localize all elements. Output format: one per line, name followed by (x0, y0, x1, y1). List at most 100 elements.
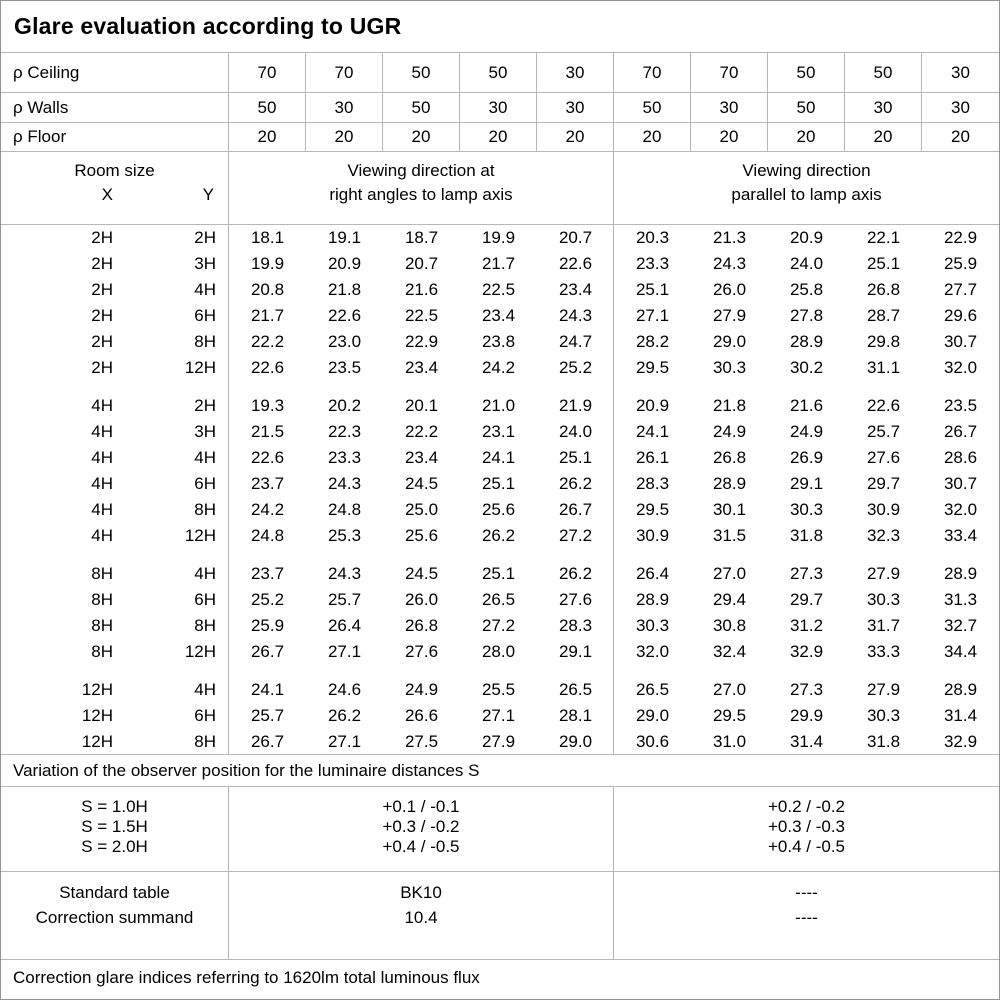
standard-table-value-parallel: ---- (795, 883, 818, 902)
reflectance-value: 20 (845, 123, 922, 151)
ugr-value-cell: 25.9 (943, 254, 978, 273)
ugr-value-cell: 22.9 (404, 332, 439, 351)
ugr-row: 2H 2H 18.1 19.1 18.7 19.9 20.7 20.3 21.3 20.9 22… (1, 225, 999, 251)
ugr-value-cell: 26.2 (481, 526, 516, 545)
ugr-value-cell: 24.3 (327, 564, 362, 583)
ugr-value-cell: 21.6 (789, 396, 824, 415)
ugr-value-cell: 25.7 (327, 590, 362, 609)
ugr-value-cell: 29.9 (789, 706, 824, 725)
reflectance-value: 20 (229, 123, 306, 151)
ugr-value-cell: 28.3 (558, 616, 593, 635)
ugr-value-cell: 23.4 (404, 448, 439, 467)
room-x-cell: 8H (91, 616, 113, 635)
reflectance-value: 70 (614, 53, 691, 92)
ugr-value-cell: 27.9 (866, 564, 901, 583)
ugr-value-cell: 28.9 (789, 332, 824, 351)
reflectance-value: 50 (383, 53, 460, 92)
ugr-value-cell: 21.7 (481, 254, 516, 273)
ugr-value-cell: 31.2 (789, 616, 824, 635)
ugr-value-cell: 26.9 (789, 448, 824, 467)
reflectance-value: 20 (460, 123, 537, 151)
ugr-value-cell: 26.5 (481, 590, 516, 609)
room-y-cell: 3H (194, 254, 216, 273)
ugr-value-cell: 22.5 (404, 306, 439, 325)
room-x-cell: 8H (91, 590, 113, 609)
s-correction-value: +0.4 / -0.5 (382, 837, 460, 856)
ugr-value-cell: 26.2 (558, 564, 593, 583)
block-spacer (1, 549, 999, 561)
ugr-value-cell: 23.8 (481, 332, 516, 351)
ugr-value-cell: 21.8 (327, 280, 362, 299)
ugr-row: 4H 6H 23.7 24.3 24.5 25.1 26.2 28.3 28.9 29.1 29… (1, 471, 999, 497)
ugr-value-cell: 30.3 (789, 500, 824, 519)
ugr-value-cell: 29.0 (712, 332, 747, 351)
ugr-value-cell: 20.9 (635, 396, 670, 415)
ugr-data-area: 2H 2H 18.1 19.1 18.7 19.9 20.7 20.3 21.3 20.9 22… (1, 225, 999, 755)
ugr-value-cell: 20.3 (635, 228, 670, 247)
reflectance-value: 50 (460, 53, 537, 92)
s-correction-right-angles: +0.1 / -0.1 +0.3 / -0.2 +0.4 / -0.5 (229, 787, 614, 871)
ugr-value-cell: 29.6 (943, 306, 978, 325)
ugr-value-cell: 28.1 (558, 706, 593, 725)
ugr-value-cell: 29.5 (712, 706, 747, 725)
ugr-value-cell: 25.1 (481, 474, 516, 493)
variation-note: Variation of the observer position for t… (1, 755, 999, 787)
ugr-value-cell: 24.1 (250, 680, 285, 699)
vertical-grid-line (613, 225, 614, 754)
ugr-value-cell: 20.9 (327, 254, 362, 273)
ugr-value-cell: 24.3 (558, 306, 593, 325)
s-correction-value: +0.3 / -0.3 (767, 817, 846, 836)
ugr-row: 12H 6H 25.7 26.2 26.6 27.1 28.1 29.0 29.5 29.9 3… (1, 703, 999, 729)
ugr-value-cell: 29.8 (866, 332, 901, 351)
vertical-grid-line (228, 225, 229, 754)
parallel-header-line2: parallel to lamp axis (731, 185, 882, 204)
ugr-value-cell: 22.3 (327, 422, 362, 441)
s-distance-label: S = 1.0H (81, 797, 148, 816)
right-angles-header: Viewing direction at right angles to lam… (229, 152, 614, 224)
ugr-value-cell: 27.2 (558, 526, 593, 545)
ugr-value-cell: 22.6 (250, 448, 285, 467)
ugr-value-cell: 25.3 (327, 526, 362, 545)
reflectance-value: 20 (614, 123, 691, 151)
room-x-cell: 2H (91, 228, 113, 247)
ugr-value-cell: 21.8 (712, 396, 747, 415)
ugr-value-cell: 32.9 (943, 732, 978, 751)
room-x-cell: 2H (91, 254, 113, 273)
ugr-value-cell: 29.1 (789, 474, 824, 493)
room-y-cell: 2H (194, 228, 216, 247)
ugr-row: 4H 4H 22.6 23.3 23.4 24.1 25.1 26.1 26.8 26.9 27… (1, 445, 999, 471)
ugr-value-cell: 27.8 (789, 306, 824, 325)
ugr-value-cell: 31.1 (866, 358, 901, 377)
ugr-value-cell: 29.1 (558, 642, 593, 661)
parallel-header-line1: Viewing direction (742, 161, 871, 180)
room-x-cell: 2H (91, 358, 113, 377)
ugr-row: 12H 8H 26.7 27.1 27.5 27.9 29.0 30.6 31.0 31.4 3… (1, 729, 999, 755)
ugr-row: 2H 12H 22.6 23.5 23.4 24.2 25.2 29.5 30.3 30.2 3… (1, 355, 999, 381)
ugr-value-cell: 27.1 (327, 642, 362, 661)
ugr-value-cell: 26.4 (635, 564, 670, 583)
ugr-value-cell: 24.3 (327, 474, 362, 493)
ugr-value-cell: 24.0 (789, 254, 824, 273)
correction-summand-value-parallel: ---- (795, 908, 818, 927)
reflectance-value: 70 (229, 53, 306, 92)
ugr-value-cell: 24.6 (327, 680, 362, 699)
ugr-value-cell: 29.7 (866, 474, 901, 493)
room-y-cell: 2H (194, 396, 216, 415)
ugr-value-cell: 31.4 (943, 706, 978, 725)
ugr-value-cell: 24.7 (558, 332, 593, 351)
room-x-cell: 4H (91, 422, 113, 441)
ugr-value-cell: 22.5 (481, 280, 516, 299)
ugr-value-cell: 29.0 (558, 732, 593, 751)
ugr-value-cell: 26.7 (943, 422, 978, 441)
right-angles-header-line2: right angles to lamp axis (329, 185, 513, 204)
summary-section: Standard table Correction summand BK10 1… (1, 872, 999, 960)
room-y-cell: 6H (194, 590, 216, 609)
room-y-cell: 4H (194, 280, 216, 299)
room-y-cell: 12H (184, 358, 216, 377)
room-x-cell: 4H (91, 526, 113, 545)
ugr-value-cell: 32.0 (943, 500, 978, 519)
reflectance-value: 30 (537, 93, 614, 122)
ugr-value-cell: 30.8 (712, 616, 747, 635)
ugr-value-cell: 26.2 (558, 474, 593, 493)
ugr-value-cell: 21.3 (712, 228, 747, 247)
